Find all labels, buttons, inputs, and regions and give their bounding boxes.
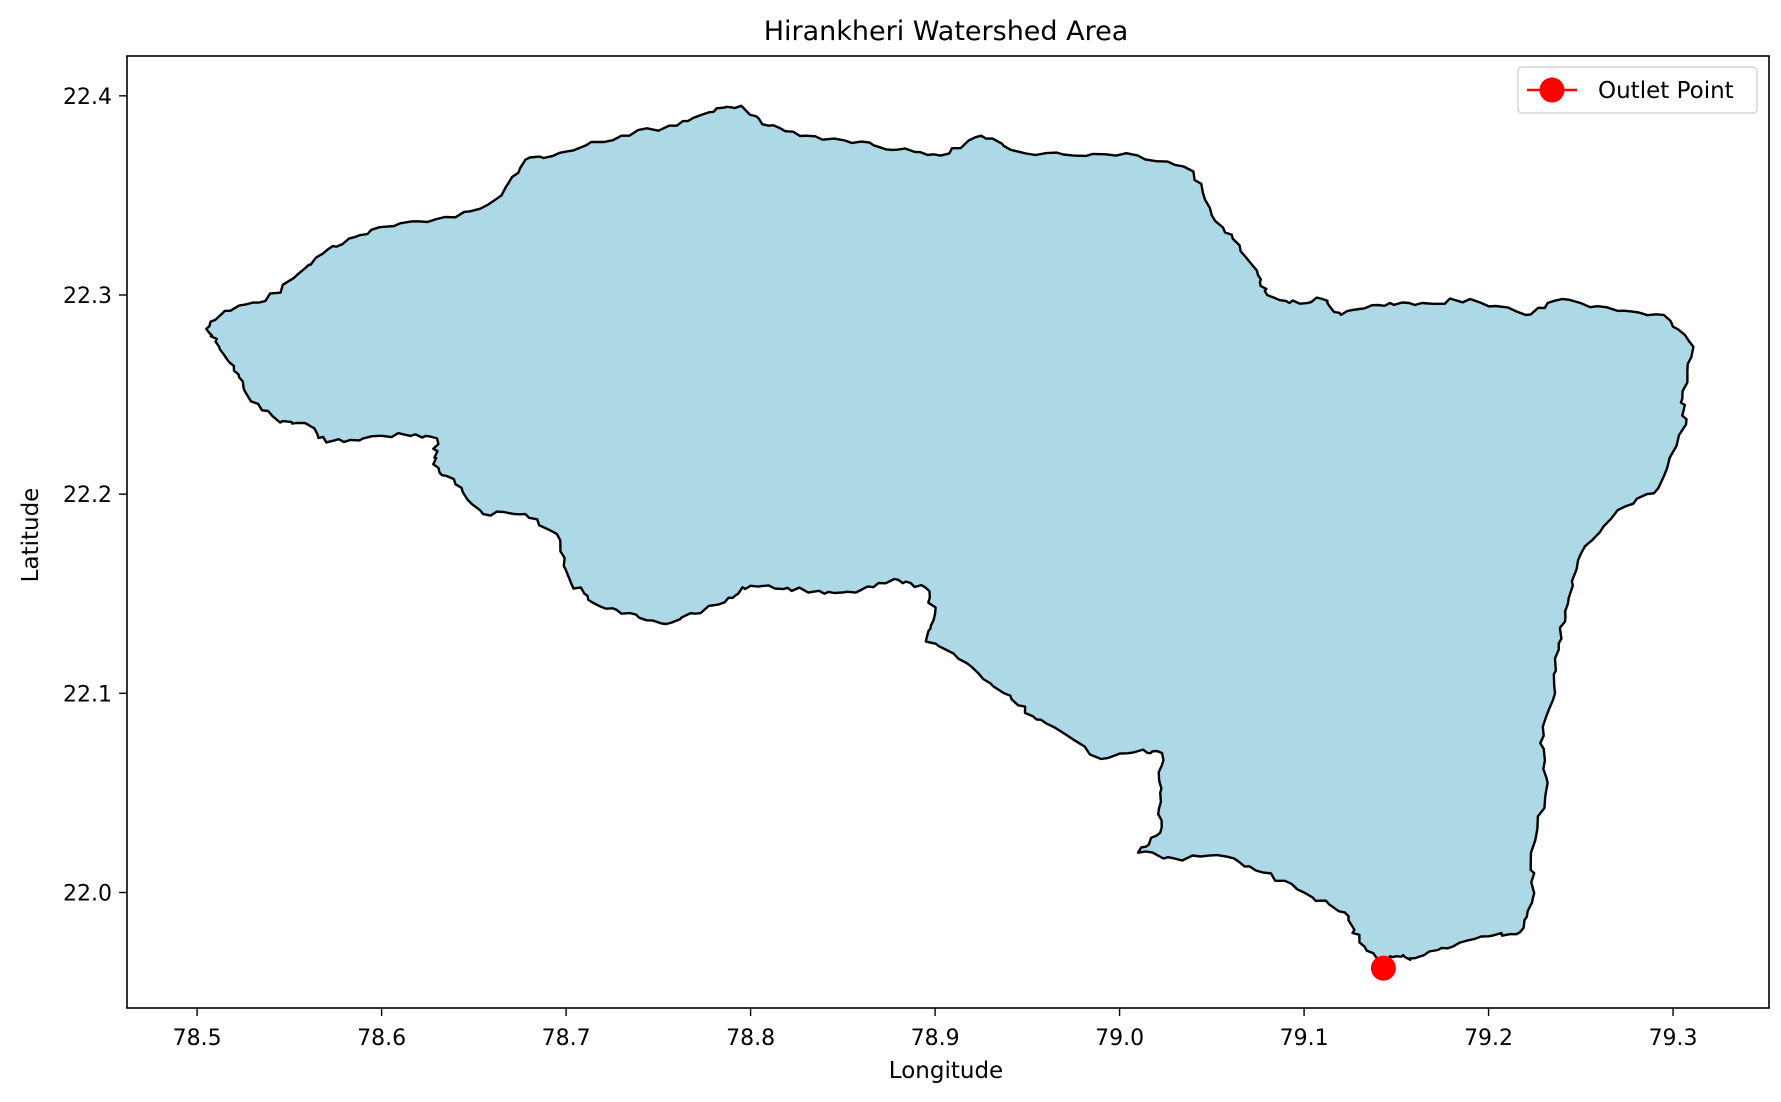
x-tick-label: 79.2 xyxy=(1464,1026,1513,1051)
x-tick-label: 79.3 xyxy=(1649,1026,1698,1051)
x-axis: 78.5 78.6 78.7 78.8 78.9 79.0 79.1 79.2 79.3 xyxy=(173,1008,1698,1051)
legend-label-outlet-point: Outlet Point xyxy=(1598,78,1734,104)
chart-title: Hirankheri Watershed Area xyxy=(764,16,1129,47)
y-tick-label: 22.0 xyxy=(63,881,112,906)
x-tick-label: 78.8 xyxy=(726,1026,775,1051)
x-tick-label: 78.7 xyxy=(542,1026,591,1051)
legend-marker-swatch xyxy=(1539,77,1565,103)
y-axis-label: Latitude xyxy=(18,488,44,583)
y-tick-label: 22.3 xyxy=(63,284,112,309)
x-tick-label: 79.1 xyxy=(1280,1026,1329,1051)
y-tick-label: 22.1 xyxy=(63,682,112,707)
axes-frame xyxy=(126,55,1770,1009)
y-tick-label: 22.2 xyxy=(63,483,112,508)
plot-area xyxy=(205,104,1695,981)
x-tick-label: 79.0 xyxy=(1095,1026,1144,1051)
x-axis-label: Longitude xyxy=(889,1058,1003,1084)
outlet-point-marker xyxy=(1370,955,1396,981)
y-tick-label: 22.4 xyxy=(63,85,112,110)
x-tick-label: 78.9 xyxy=(911,1026,960,1051)
y-axis: 22.0 22.1 22.2 22.3 22.4 xyxy=(63,85,127,906)
legend-box xyxy=(1517,66,1758,114)
legend: Outlet Point xyxy=(1517,66,1758,114)
x-tick-label: 78.6 xyxy=(357,1026,406,1051)
x-tick-label: 78.5 xyxy=(173,1026,222,1051)
watershed-polygon xyxy=(205,104,1695,965)
